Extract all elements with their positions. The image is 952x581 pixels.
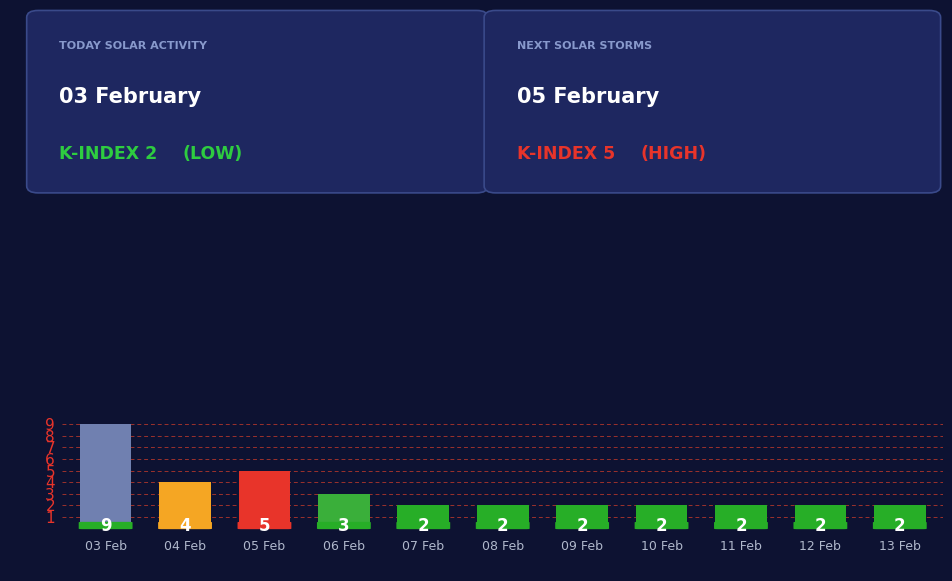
Bar: [159, 482, 210, 529]
Text: K-INDEX 5: K-INDEX 5: [516, 145, 614, 163]
FancyBboxPatch shape: [158, 522, 211, 529]
Text: 2: 2: [576, 517, 587, 535]
Text: 2: 2: [814, 517, 825, 535]
FancyBboxPatch shape: [634, 522, 687, 529]
FancyBboxPatch shape: [475, 522, 529, 529]
Text: 2: 2: [655, 517, 666, 535]
Text: TODAY SOLAR ACTIVITY: TODAY SOLAR ACTIVITY: [59, 41, 207, 51]
Bar: [794, 505, 845, 529]
Bar: [80, 424, 131, 529]
Text: (HIGH): (HIGH): [640, 145, 705, 163]
Text: 3: 3: [338, 517, 349, 535]
Text: 2: 2: [417, 517, 428, 535]
FancyBboxPatch shape: [484, 10, 940, 193]
Text: 9: 9: [100, 517, 111, 535]
Text: K-INDEX 2: K-INDEX 2: [59, 145, 157, 163]
Bar: [873, 505, 924, 529]
Text: 2: 2: [893, 517, 904, 535]
Bar: [397, 505, 448, 529]
FancyBboxPatch shape: [872, 522, 925, 529]
FancyBboxPatch shape: [27, 10, 487, 193]
FancyBboxPatch shape: [317, 522, 370, 529]
FancyBboxPatch shape: [555, 522, 608, 529]
FancyBboxPatch shape: [396, 522, 449, 529]
Bar: [714, 505, 766, 529]
Text: 03 February: 03 February: [59, 87, 201, 107]
Text: NEXT SOLAR STORMS: NEXT SOLAR STORMS: [516, 41, 651, 51]
Text: 4: 4: [179, 517, 190, 535]
FancyBboxPatch shape: [79, 522, 132, 529]
Bar: [318, 494, 369, 529]
Text: (LOW): (LOW): [183, 145, 243, 163]
Bar: [635, 505, 686, 529]
FancyBboxPatch shape: [237, 522, 291, 529]
Text: 05 February: 05 February: [516, 87, 658, 107]
FancyBboxPatch shape: [713, 522, 767, 529]
Bar: [556, 505, 607, 529]
Bar: [476, 505, 528, 529]
Text: 2: 2: [496, 517, 508, 535]
Bar: [238, 471, 290, 529]
Text: 5: 5: [258, 517, 270, 535]
Text: 2: 2: [734, 517, 746, 535]
FancyBboxPatch shape: [793, 522, 846, 529]
